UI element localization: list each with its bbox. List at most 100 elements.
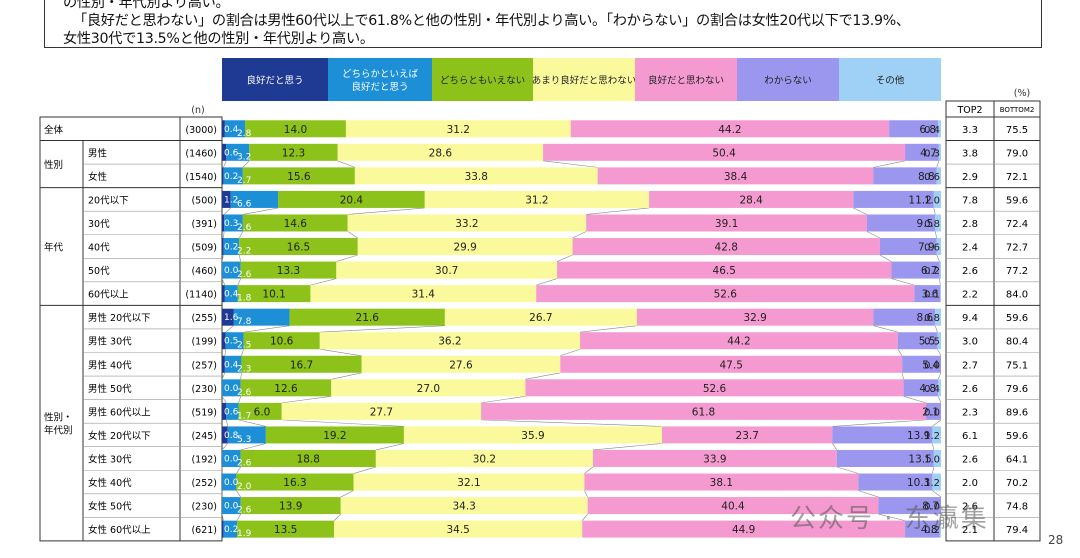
data-label-11-4: 52.6: [703, 383, 727, 395]
row-n-2: (1540): [185, 172, 217, 183]
legend-box-5: [737, 58, 839, 101]
row-label-8: 男性 20代以下: [88, 312, 151, 324]
data-label-7-3: 31.4: [412, 289, 436, 301]
connector-12-3: [281, 419, 404, 427]
bar-segment-3-1: [230, 190, 279, 208]
n-column-label: (n): [191, 105, 204, 116]
data-label-1-5: 4.7: [920, 147, 937, 159]
row-label-9: 男性 30代: [88, 336, 132, 348]
data-label-3-6: 1.0: [924, 195, 940, 206]
data-label-15-5: 10.3: [907, 477, 930, 489]
data-label-16-0: 0.0: [224, 502, 239, 512]
legend-label-2-0: どちらともいえない: [440, 76, 525, 87]
connector-4-4: [572, 231, 587, 239]
data-label-15-3: 32.1: [457, 477, 480, 489]
connector-6-4: [536, 278, 558, 286]
extra-header-bottom2: BOTTOM2: [1000, 106, 1035, 114]
data-label-7-0: 0.4: [224, 290, 239, 300]
bar-segment-8-2: [289, 308, 445, 326]
legend-label-0-0: 良好だと思う: [246, 75, 303, 87]
bar-segment-2-3: [354, 167, 598, 185]
legend-label-6-0: その他: [876, 75, 905, 87]
bar-segment-8-0: [222, 308, 234, 326]
connector-10-4: [525, 372, 561, 380]
bottom2-value-3: 59.6: [1006, 195, 1028, 206]
data-label-17-0: 0.2: [224, 525, 238, 535]
bar-segment-15-2: [236, 473, 354, 491]
bottom2-value-15: 70.2: [1006, 478, 1028, 489]
data-label-6-5: 6.7: [921, 265, 938, 277]
data-label-14-1: 2.6: [237, 458, 252, 468]
connector-5-6: [936, 254, 940, 262]
data-label-0-0: 0.4: [224, 125, 239, 135]
row-label-2: 女性: [88, 171, 108, 183]
top2-value-8: 9.4: [962, 313, 978, 324]
bar-segment-15-4: [584, 473, 859, 491]
data-label-8-2: 21.6: [356, 312, 380, 324]
bar-segment-7-3: [310, 285, 537, 303]
page-number: 28: [1048, 533, 1064, 547]
bottom2-value-6: 77.2: [1006, 266, 1028, 277]
bar-segment-1-3: [337, 143, 544, 161]
bar-segment-0-3: [345, 120, 571, 138]
row-n-7: (1140): [185, 290, 217, 301]
bar-segment-10-0: [222, 355, 225, 373]
bar-segment-14-5: [836, 449, 934, 467]
top2-value-5: 2.4: [962, 243, 978, 254]
data-label-2-6: 0.6: [924, 172, 940, 183]
data-label-1-1: 3.2: [237, 152, 251, 162]
connector-3-6: [933, 207, 936, 215]
data-label-5-1: 2.2: [237, 247, 251, 257]
data-label-5-5: 7.9: [918, 242, 935, 254]
connector-5-2: [238, 254, 241, 262]
bar-segment-10-2: [241, 355, 362, 373]
row-n-3: (500): [191, 195, 217, 206]
bar-segment-14-2: [240, 449, 376, 467]
connector-1-2: [242, 160, 250, 168]
data-label-11-6: 0.4: [924, 384, 940, 395]
data-label-5-2: 16.5: [287, 242, 310, 254]
top2-value-12: 2.3: [962, 407, 978, 418]
row-n-4: (391): [191, 219, 217, 230]
bar-segment-5-5: [879, 238, 937, 256]
connector-12-4: [481, 419, 663, 427]
data-label-11-3: 27.0: [417, 383, 440, 395]
connector-11-6: [937, 396, 942, 403]
data-label-15-4: 38.1: [710, 477, 733, 489]
legend-box-4: [635, 58, 737, 101]
connector-10-6: [937, 372, 942, 380]
connector-10-1: [221, 372, 226, 380]
data-label-15-1: 2.0: [237, 482, 252, 492]
bar-segment-5-0: [222, 238, 224, 256]
data-label-6-4: 46.5: [713, 265, 736, 277]
data-label-0-1: 2.8: [237, 129, 252, 139]
data-label-4-4: 39.1: [715, 218, 738, 230]
connector-16-1: [221, 514, 224, 521]
connector-13-3: [375, 443, 404, 451]
connector-8-3: [319, 325, 445, 333]
bar-segment-8-5: [873, 308, 936, 326]
bottom2-value-7: 84.0: [1006, 290, 1028, 301]
connector-8-4: [580, 325, 637, 333]
connector-12-1: [226, 419, 229, 427]
bottom2-value-1: 79.0: [1006, 148, 1028, 159]
data-label-14-5: 13.5: [908, 453, 931, 465]
bottom2-value-10: 75.1: [1006, 360, 1028, 371]
bar-segment-2-6: [936, 167, 941, 185]
connector-4-3: [347, 231, 358, 239]
top2-value-6: 2.6: [962, 266, 978, 277]
bar-segment-15-1: [222, 473, 237, 491]
bar-segment-8-3: [444, 308, 637, 326]
connector-15-4: [584, 490, 588, 498]
group-label-1-0: 性別: [44, 159, 63, 171]
data-label-9-3: 36.2: [438, 336, 461, 348]
bar-segment-12-5: [925, 402, 941, 420]
connector-9-5: [897, 349, 903, 356]
connector-11-2: [238, 396, 241, 403]
bar-segment-4-3: [347, 214, 587, 232]
connector-13-6: [932, 443, 935, 451]
connector-8-1: [225, 325, 234, 333]
connector-13-4: [592, 443, 663, 451]
connector-6-2: [237, 278, 241, 286]
bar-segment-9-0: [222, 332, 226, 350]
